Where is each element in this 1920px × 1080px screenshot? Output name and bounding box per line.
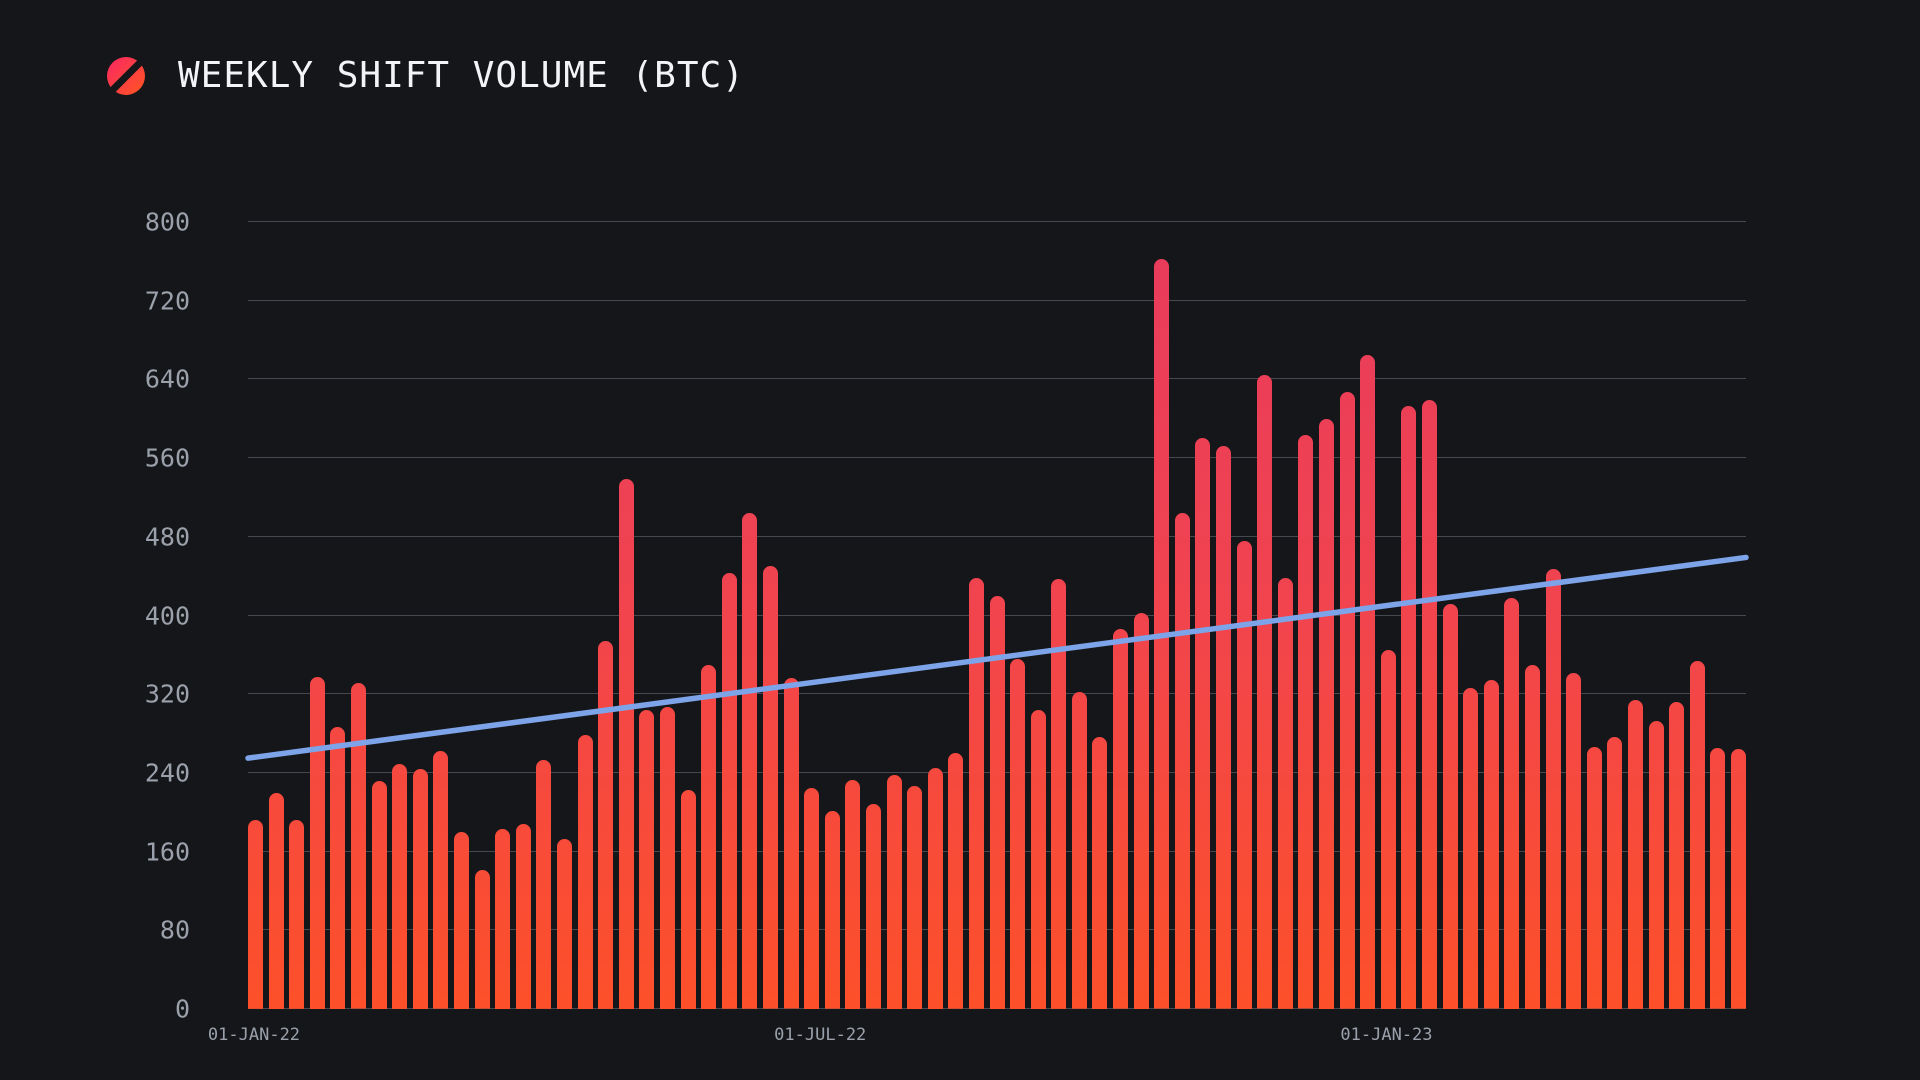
volume-bar[interactable] (474, 870, 490, 1009)
volume-bar[interactable] (907, 785, 923, 1009)
volume-bar[interactable] (1483, 680, 1499, 1009)
volume-bar[interactable] (1092, 736, 1108, 1009)
volume-bar[interactable] (1236, 540, 1252, 1009)
volume-bar[interactable] (1731, 749, 1746, 1009)
y-axis-tick-label: 160 (144, 837, 190, 867)
volume-bar[interactable] (762, 566, 778, 1009)
y-axis-tick-label: 800 (144, 207, 190, 237)
volume-bar[interactable] (330, 726, 346, 1009)
volume-bar[interactable] (1545, 569, 1561, 1009)
volume-bar[interactable] (886, 774, 902, 1009)
volume-bar[interactable] (1319, 418, 1335, 1009)
slashed-circle-logo-icon (106, 56, 146, 96)
y-axis-tick-label: 0 (174, 994, 190, 1024)
bars-layer (248, 222, 1746, 1009)
volume-bar[interactable] (1113, 629, 1129, 1009)
x-axis-tick-label: 01-JAN-23 (1340, 1025, 1433, 1045)
volume-bar[interactable] (1628, 700, 1643, 1009)
volume-bar[interactable] (1174, 513, 1190, 1009)
volume-bar[interactable] (1648, 720, 1664, 1009)
gridline (248, 378, 1746, 380)
volume-bar[interactable] (577, 734, 593, 1009)
volume-bar[interactable] (804, 787, 820, 1009)
volume-bar[interactable] (1422, 400, 1438, 1009)
gridline (248, 535, 1746, 537)
trend-line (245, 554, 1749, 761)
volume-bar[interactable] (392, 764, 408, 1009)
volume-bar[interactable] (1216, 446, 1232, 1009)
volume-bar[interactable] (309, 676, 325, 1009)
volume-bar[interactable] (1710, 748, 1726, 1009)
volume-bar[interactable] (1566, 672, 1582, 1009)
volume-bar[interactable] (927, 767, 943, 1009)
volume-bar[interactable] (1607, 736, 1623, 1009)
volume-bar[interactable] (1133, 612, 1149, 1009)
volume-bar[interactable] (1360, 354, 1376, 1009)
volume-bar[interactable] (1504, 597, 1520, 1009)
volume-bar[interactable] (1195, 438, 1211, 1009)
volume-bar[interactable] (865, 804, 881, 1009)
volume-bar[interactable] (1030, 709, 1046, 1009)
volume-bar[interactable] (433, 751, 449, 1009)
volume-bar[interactable] (1669, 702, 1685, 1009)
volume-bar[interactable] (1463, 688, 1479, 1009)
volume-bar[interactable] (1051, 579, 1067, 1009)
y-axis-tick-label: 320 (144, 679, 190, 709)
x-axis-tick-label: 01-JAN-22 (207, 1025, 301, 1045)
volume-bar[interactable] (1298, 435, 1314, 1009)
volume-bar[interactable] (1071, 692, 1087, 1009)
volume-bar[interactable] (824, 811, 840, 1009)
volume-bar[interactable] (783, 678, 799, 1009)
volume-bar[interactable] (845, 779, 861, 1009)
volume-bar[interactable] (948, 753, 964, 1009)
trend-line-layer (245, 554, 1749, 761)
y-axis-tick-label: 560 (144, 443, 190, 473)
volume-bar[interactable] (721, 573, 737, 1009)
volume-bar[interactable] (268, 792, 284, 1009)
volume-bar[interactable] (1010, 658, 1026, 1009)
gridline (248, 221, 1746, 222)
y-axis-tick-label: 720 (144, 286, 190, 316)
volume-bar[interactable] (495, 828, 511, 1009)
volume-bar[interactable] (680, 789, 696, 1009)
volume-bar[interactable] (598, 641, 614, 1009)
volume-bar[interactable] (289, 820, 305, 1009)
volume-bar[interactable] (453, 831, 469, 1009)
volume-bar[interactable] (1257, 375, 1273, 1009)
volume-bar[interactable] (701, 664, 717, 1009)
volume-bar[interactable] (1442, 603, 1458, 1009)
volume-bar[interactable] (989, 595, 1005, 1009)
volume-bar[interactable] (248, 820, 263, 1009)
volume-bar[interactable] (515, 824, 531, 1009)
y-axis-tick-label: 80 (159, 915, 190, 945)
volume-bar[interactable] (1586, 747, 1602, 1009)
volume-bar[interactable] (412, 768, 428, 1009)
volume-bar[interactable] (618, 478, 634, 1009)
y-axis-tick-label: 480 (144, 522, 190, 552)
volume-bar[interactable] (350, 683, 366, 1009)
y-axis-tick-label: 640 (144, 364, 190, 394)
volume-bar[interactable] (536, 760, 552, 1009)
weekly-volume-bar-chart: 0 80 160 240 320 400 480 560 640 720 800 01-JAN-22… (145, 210, 1749, 1044)
volume-bar[interactable] (968, 578, 984, 1009)
x-axis-tick-label: 01-JUL-22 (774, 1025, 867, 1045)
volume-bar[interactable] (1689, 660, 1705, 1009)
volume-bar[interactable] (371, 780, 387, 1009)
volume-bar[interactable] (556, 838, 572, 1009)
gridline (248, 457, 1746, 459)
volume-bar[interactable] (1525, 664, 1541, 1009)
volume-bar[interactable] (1277, 578, 1293, 1009)
volume-bar[interactable] (1380, 649, 1396, 1009)
header: WEEKLY SHIFT VOLUME (BTC) (0, 0, 1920, 140)
volume-bar[interactable] (1401, 405, 1417, 1009)
volume-bar[interactable] (742, 513, 758, 1009)
y-axis-tick-label: 400 (144, 601, 190, 630)
volume-bar[interactable] (639, 709, 655, 1009)
y-axis-tick-label: 240 (144, 758, 190, 788)
gridline (248, 299, 1746, 301)
volume-bar[interactable] (1339, 392, 1355, 1009)
chart-title: WEEKLY SHIFT VOLUME (BTC) (178, 55, 745, 96)
volume-bar[interactable] (659, 707, 675, 1009)
